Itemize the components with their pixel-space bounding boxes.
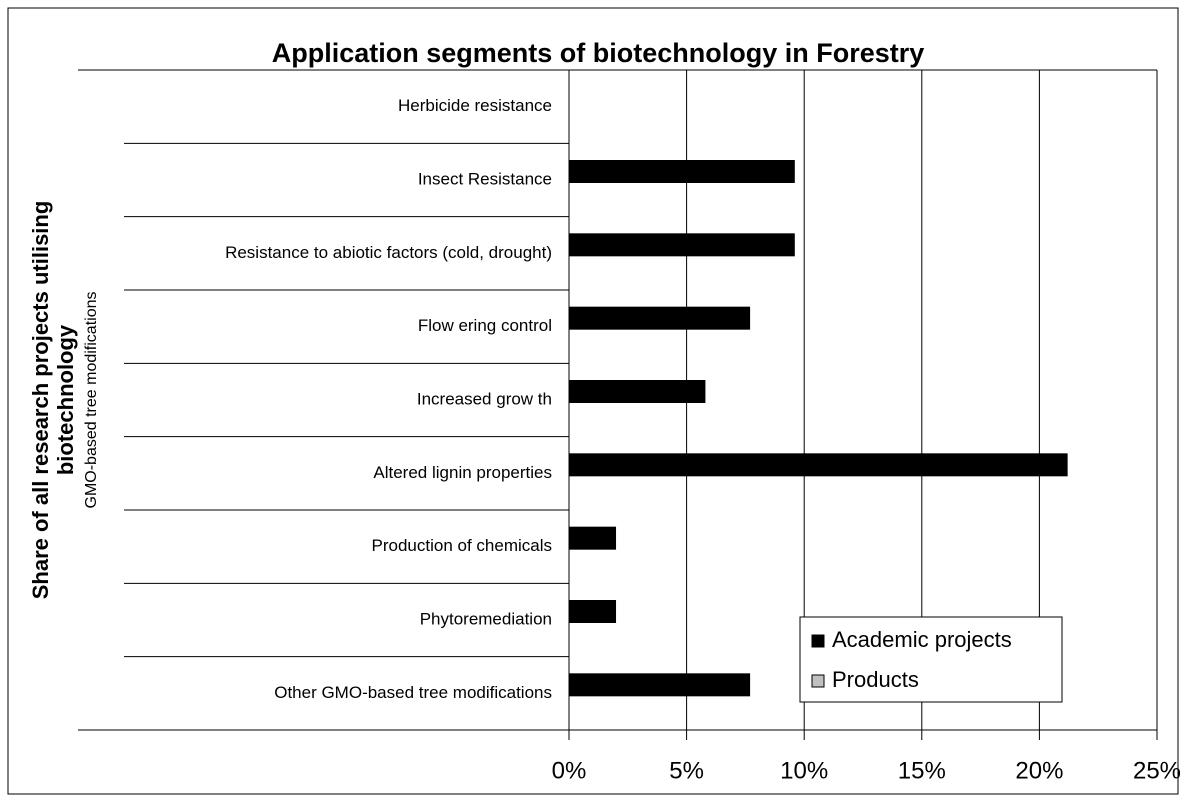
- bar: [569, 233, 795, 257]
- chart-title: Application segments of biotechnology in…: [272, 38, 925, 68]
- bar: [569, 673, 751, 697]
- legend-box: [799, 616, 1063, 703]
- y-tick-label: Other GMO-based tree modifications: [274, 683, 552, 702]
- y-axis-title-line: Share of all research projects utilising: [28, 201, 53, 600]
- y-tick-label: Resistance to abiotic factors (cold, dro…: [225, 243, 552, 262]
- legend-swatch: [811, 674, 825, 688]
- x-tick-label: 0%: [552, 757, 587, 784]
- legend-swatch: [811, 634, 825, 648]
- x-tick-label: 25%: [1133, 757, 1181, 784]
- x-tick-label: 10%: [780, 757, 828, 784]
- bar: [569, 380, 706, 403]
- legend-label: Products: [832, 667, 919, 692]
- x-tick-label: 20%: [1015, 757, 1063, 784]
- bar: [569, 600, 617, 623]
- y-axis-subtitle: GMO-based tree modifications: [83, 292, 100, 509]
- y-tick-label: Insect Resistance: [418, 169, 552, 188]
- y-tick-label: Phytoremediation: [420, 609, 552, 628]
- bar: [569, 306, 751, 330]
- x-tick-label: 5%: [669, 757, 704, 784]
- bar: [569, 526, 617, 550]
- x-tick-label: 15%: [898, 757, 946, 784]
- y-axis-title: Share of all research projects utilising…: [28, 201, 100, 600]
- y-tick-label: Flow ering control: [418, 316, 552, 335]
- legend-label: Academic projects: [832, 627, 1012, 652]
- bar: [569, 453, 1068, 477]
- y-tick-label: Altered lignin properties: [373, 463, 552, 482]
- y-tick-label: Increased grow th: [417, 389, 552, 408]
- bar: [569, 160, 795, 183]
- y-tick-label: Production of chemicals: [372, 536, 552, 555]
- y-axis-title-line: biotechnology: [53, 324, 78, 475]
- y-tick-label: Herbicide resistance: [398, 96, 552, 115]
